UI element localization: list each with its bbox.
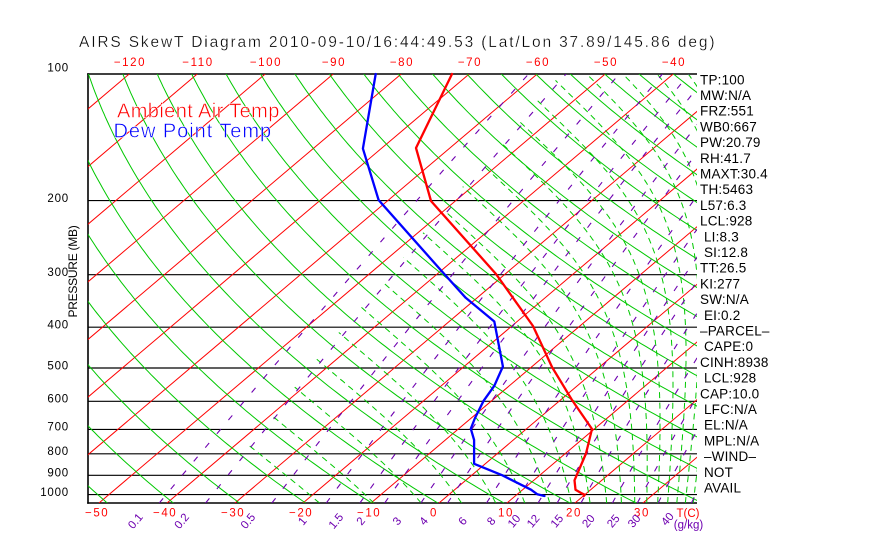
svg-text:WB0:667: WB0:667 xyxy=(700,119,757,134)
svg-text:EI:0.2: EI:0.2 xyxy=(700,308,740,323)
svg-text:−20: −20 xyxy=(289,508,313,520)
svg-text:T(C): T(C) xyxy=(677,508,700,520)
svg-text:−30: −30 xyxy=(221,508,245,520)
svg-text:−70: −70 xyxy=(458,57,482,69)
svg-text:NOT: NOT xyxy=(700,465,733,480)
svg-text:L57:6.3: L57:6.3 xyxy=(700,198,746,213)
svg-text:CAP:10.0: CAP:10.0 xyxy=(700,386,759,401)
svg-text:LFC:N/A: LFC:N/A xyxy=(700,402,757,417)
svg-text:10: 10 xyxy=(498,508,514,520)
svg-text:200: 200 xyxy=(47,193,69,205)
svg-text:LI:8.3: LI:8.3 xyxy=(700,229,739,244)
svg-text:CINH:8938: CINH:8938 xyxy=(700,355,769,370)
svg-text:(g/kg): (g/kg) xyxy=(674,520,704,532)
svg-text:−10: −10 xyxy=(357,508,381,520)
svg-text:Ambient Air Temp: Ambient Air Temp xyxy=(117,101,280,123)
svg-text:900: 900 xyxy=(47,468,69,480)
svg-text:−120: −120 xyxy=(114,57,146,69)
svg-text:TT:26.5: TT:26.5 xyxy=(700,261,746,276)
svg-text:AIRS SkewT Diagram 2010-09-10/: AIRS SkewT Diagram 2010-09-10/16:44:49.5… xyxy=(79,34,716,51)
svg-text:500: 500 xyxy=(47,360,69,372)
svg-text:SW:N/A: SW:N/A xyxy=(700,292,749,307)
svg-text:PW:20.79: PW:20.79 xyxy=(700,135,761,150)
svg-text:LCL:928: LCL:928 xyxy=(700,371,756,386)
svg-text:−80: −80 xyxy=(390,57,414,69)
svg-text:−50: −50 xyxy=(85,508,109,520)
svg-text:30: 30 xyxy=(634,508,650,520)
svg-text:−40: −40 xyxy=(662,57,686,69)
svg-text:700: 700 xyxy=(47,422,69,434)
svg-text:MW:N/A: MW:N/A xyxy=(700,88,751,103)
svg-text:Dew Point Temp: Dew Point Temp xyxy=(114,120,273,142)
svg-text:TH:5463: TH:5463 xyxy=(700,182,753,197)
svg-text:CAPE:0: CAPE:0 xyxy=(700,339,753,354)
svg-text:−50: −50 xyxy=(594,57,618,69)
svg-text:−40: −40 xyxy=(153,508,177,520)
svg-text:–PARCEL–: –PARCEL– xyxy=(700,324,770,339)
svg-text:−90: −90 xyxy=(322,57,346,69)
svg-text:LCL:928: LCL:928 xyxy=(700,214,752,229)
svg-text:600: 600 xyxy=(47,394,69,406)
svg-text:RH:41.7: RH:41.7 xyxy=(700,151,751,166)
svg-text:FRZ:551: FRZ:551 xyxy=(700,104,754,119)
svg-text:MPL:N/A: MPL:N/A xyxy=(700,433,759,448)
svg-text:EL:N/A: EL:N/A xyxy=(700,418,748,433)
svg-text:−110: −110 xyxy=(182,57,213,69)
svg-text:400: 400 xyxy=(47,320,69,332)
svg-text:MAXT:30.4: MAXT:30.4 xyxy=(700,167,768,182)
svg-text:PRESSURE (MB): PRESSURE (MB) xyxy=(66,225,80,317)
svg-text:300: 300 xyxy=(47,267,69,279)
svg-text:SI:12.8: SI:12.8 xyxy=(700,245,748,260)
svg-text:20: 20 xyxy=(566,508,582,520)
svg-text:800: 800 xyxy=(47,446,69,458)
svg-text:100: 100 xyxy=(47,63,69,75)
svg-text:AVAIL: AVAIL xyxy=(700,481,742,496)
svg-text:–WIND–: –WIND– xyxy=(700,449,756,464)
svg-text:TP:100: TP:100 xyxy=(700,72,745,87)
svg-text:−100: −100 xyxy=(250,57,282,69)
svg-text:0: 0 xyxy=(430,508,438,520)
svg-text:1000: 1000 xyxy=(40,487,69,499)
svg-text:KI:277: KI:277 xyxy=(700,276,740,291)
svg-text:−60: −60 xyxy=(526,57,550,69)
